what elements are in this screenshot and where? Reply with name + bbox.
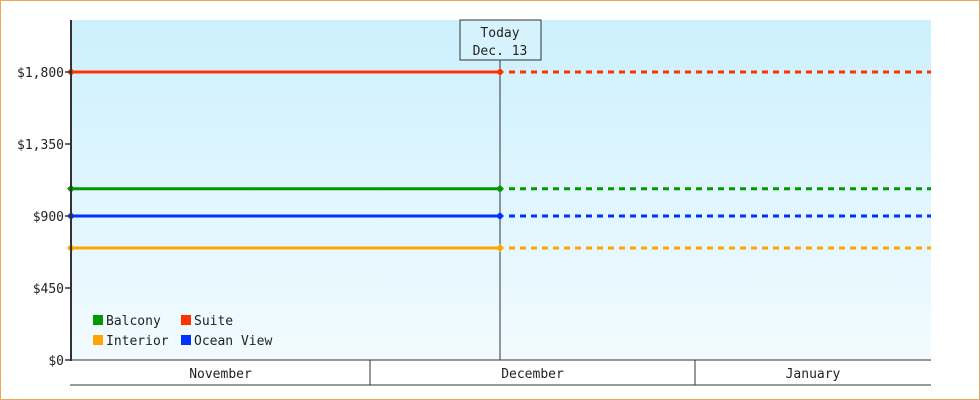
legend-label: Ocean View xyxy=(194,334,272,349)
y-tick-label: $900 xyxy=(33,210,64,225)
today-date: Dec. 13 xyxy=(473,44,528,59)
x-month-label: December xyxy=(501,367,564,382)
legend-swatch xyxy=(181,335,191,345)
y-tick-label: $450 xyxy=(33,282,64,297)
legend-swatch xyxy=(93,335,103,345)
legend-label: Interior xyxy=(106,334,169,349)
x-month-label: November xyxy=(189,367,252,382)
data-point[interactable] xyxy=(496,212,504,220)
data-point[interactable] xyxy=(496,68,504,76)
legend-swatch xyxy=(93,315,103,325)
x-month-label: January xyxy=(786,367,841,382)
legend: Balcony Suite Interior Ocean View xyxy=(93,314,272,349)
data-point[interactable] xyxy=(496,244,504,252)
legend-label: Balcony xyxy=(106,314,161,329)
y-tick-label: $1,800 xyxy=(17,66,64,81)
legend-label: Suite xyxy=(194,314,233,329)
legend-swatch xyxy=(181,315,191,325)
y-tick-label: $1,350 xyxy=(17,138,64,153)
data-point[interactable] xyxy=(496,184,504,193)
y-tick-label: $0 xyxy=(48,354,64,369)
today-label-box xyxy=(459,19,542,61)
today-label: Today xyxy=(480,26,519,41)
